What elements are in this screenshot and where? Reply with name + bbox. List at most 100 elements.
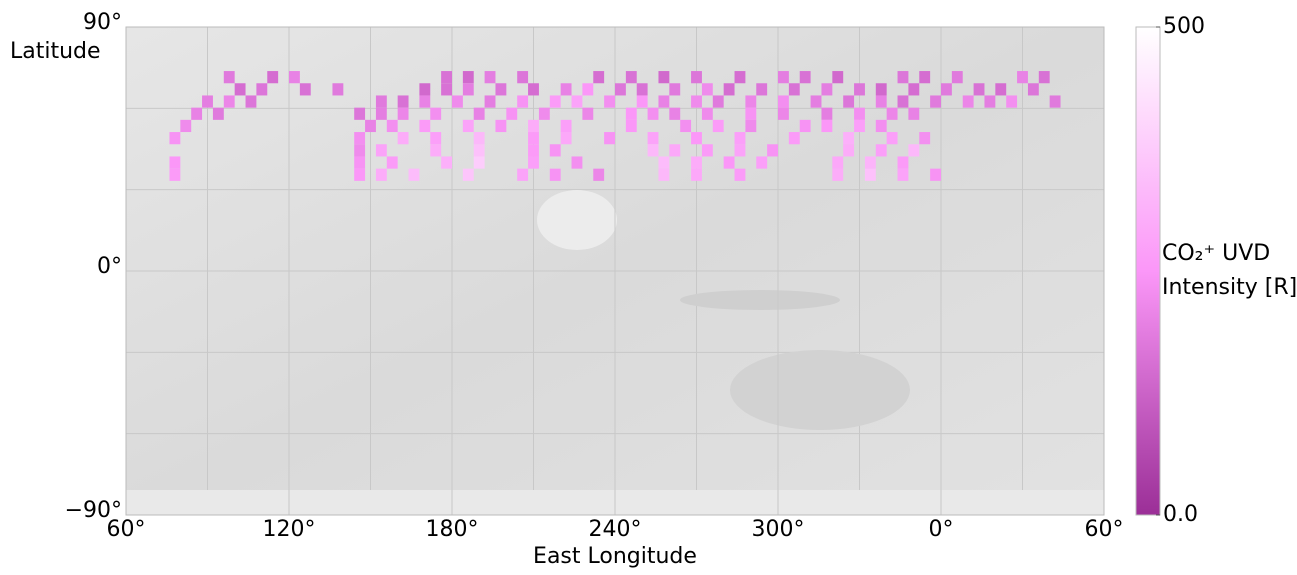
heat-cell bbox=[735, 132, 746, 144]
heat-cell bbox=[430, 144, 441, 156]
heat-cell bbox=[528, 120, 539, 132]
heat-cell bbox=[430, 108, 441, 120]
heat-cell bbox=[474, 144, 485, 156]
heat-cell bbox=[169, 156, 180, 168]
heat-cell bbox=[528, 83, 539, 95]
colorbar bbox=[1136, 27, 1160, 515]
heat-cell bbox=[191, 108, 202, 120]
heat-cell bbox=[637, 95, 648, 107]
heat-cell bbox=[485, 95, 496, 107]
heat-cell bbox=[854, 108, 865, 120]
y-tick-label: 90° bbox=[83, 10, 122, 35]
colorbar-tick-label: 0.0 bbox=[1163, 502, 1198, 527]
heat-cell bbox=[778, 95, 789, 107]
chart: Latitude East Longitude CO₂⁺ UVD Intensi… bbox=[0, 0, 1297, 571]
heat-cell bbox=[419, 95, 430, 107]
heat-cell bbox=[756, 156, 767, 168]
heat-cell bbox=[941, 83, 952, 95]
heat-cell bbox=[604, 132, 615, 144]
heat-cell bbox=[550, 144, 561, 156]
heat-cell bbox=[865, 156, 876, 168]
heat-cell bbox=[615, 83, 626, 95]
heat-cell bbox=[821, 120, 832, 132]
heat-cell bbox=[550, 169, 561, 181]
heat-cell bbox=[506, 108, 517, 120]
heat-cell bbox=[658, 169, 669, 181]
heat-cell bbox=[1028, 83, 1039, 95]
heat-cell bbox=[908, 144, 919, 156]
heat-cell bbox=[854, 120, 865, 132]
heat-cell bbox=[528, 132, 539, 144]
heat-cell bbox=[365, 120, 376, 132]
heat-cell bbox=[354, 156, 365, 168]
heat-cell bbox=[898, 71, 909, 83]
heat-cell bbox=[561, 132, 572, 144]
heat-cell bbox=[680, 120, 691, 132]
heat-cell bbox=[843, 95, 854, 107]
heat-cell bbox=[778, 108, 789, 120]
heat-cell bbox=[463, 120, 474, 132]
heat-cell bbox=[930, 95, 941, 107]
heat-cell bbox=[898, 169, 909, 181]
heat-cell bbox=[582, 83, 593, 95]
heat-cell bbox=[648, 144, 659, 156]
heat-cell bbox=[735, 169, 746, 181]
heat-cell bbox=[474, 156, 485, 168]
heat-cell bbox=[474, 132, 485, 144]
colorbar-label: CO₂⁺ UVD bbox=[1162, 241, 1270, 266]
heat-cell bbox=[267, 71, 278, 83]
x-tick-label: 60° bbox=[1085, 517, 1124, 542]
heat-cell bbox=[745, 95, 756, 107]
heat-cell bbox=[1039, 71, 1050, 83]
heat-cell bbox=[517, 95, 528, 107]
heat-cell bbox=[658, 156, 669, 168]
heat-cell bbox=[409, 169, 420, 181]
heat-cell bbox=[430, 132, 441, 144]
heat-cell bbox=[376, 108, 387, 120]
heat-cell bbox=[463, 83, 474, 95]
heat-cell bbox=[887, 132, 898, 144]
heat-cell bbox=[441, 83, 452, 95]
x-axis-label: East Longitude bbox=[533, 544, 697, 569]
heat-cell bbox=[691, 132, 702, 144]
heat-cell bbox=[582, 108, 593, 120]
heat-cell bbox=[517, 169, 528, 181]
heat-cell bbox=[995, 83, 1006, 95]
heat-cell bbox=[735, 144, 746, 156]
heat-cell bbox=[376, 95, 387, 107]
heat-cell bbox=[376, 169, 387, 181]
heat-cell bbox=[735, 71, 746, 83]
heat-cell bbox=[811, 95, 822, 107]
heat-cell bbox=[876, 144, 887, 156]
heat-cell bbox=[832, 169, 843, 181]
heat-cell bbox=[528, 156, 539, 168]
heat-cell bbox=[550, 95, 561, 107]
heat-cell bbox=[669, 108, 680, 120]
heat-cell bbox=[398, 95, 409, 107]
terrain bbox=[680, 290, 840, 310]
heat-cell bbox=[169, 169, 180, 181]
x-tick-label: 120° bbox=[263, 517, 316, 542]
heat-cell bbox=[658, 95, 669, 107]
heat-cell bbox=[876, 120, 887, 132]
heat-cell bbox=[441, 156, 452, 168]
heat-cell bbox=[713, 120, 724, 132]
terrain bbox=[730, 350, 910, 430]
heat-cell bbox=[561, 120, 572, 132]
heat-cell bbox=[626, 71, 637, 83]
heat-cell bbox=[669, 144, 680, 156]
heat-cell bbox=[528, 144, 539, 156]
heat-cell bbox=[289, 71, 300, 83]
heat-cell bbox=[691, 169, 702, 181]
heat-cell bbox=[332, 83, 343, 95]
heat-cell bbox=[898, 95, 909, 107]
heat-cell bbox=[702, 83, 713, 95]
terrain bbox=[537, 190, 617, 250]
heat-cell bbox=[789, 132, 800, 144]
heat-cell bbox=[202, 95, 213, 107]
heat-cell bbox=[452, 95, 463, 107]
heat-cell bbox=[593, 169, 604, 181]
heat-cell bbox=[648, 108, 659, 120]
heat-cell bbox=[908, 83, 919, 95]
heat-cell bbox=[713, 95, 724, 107]
